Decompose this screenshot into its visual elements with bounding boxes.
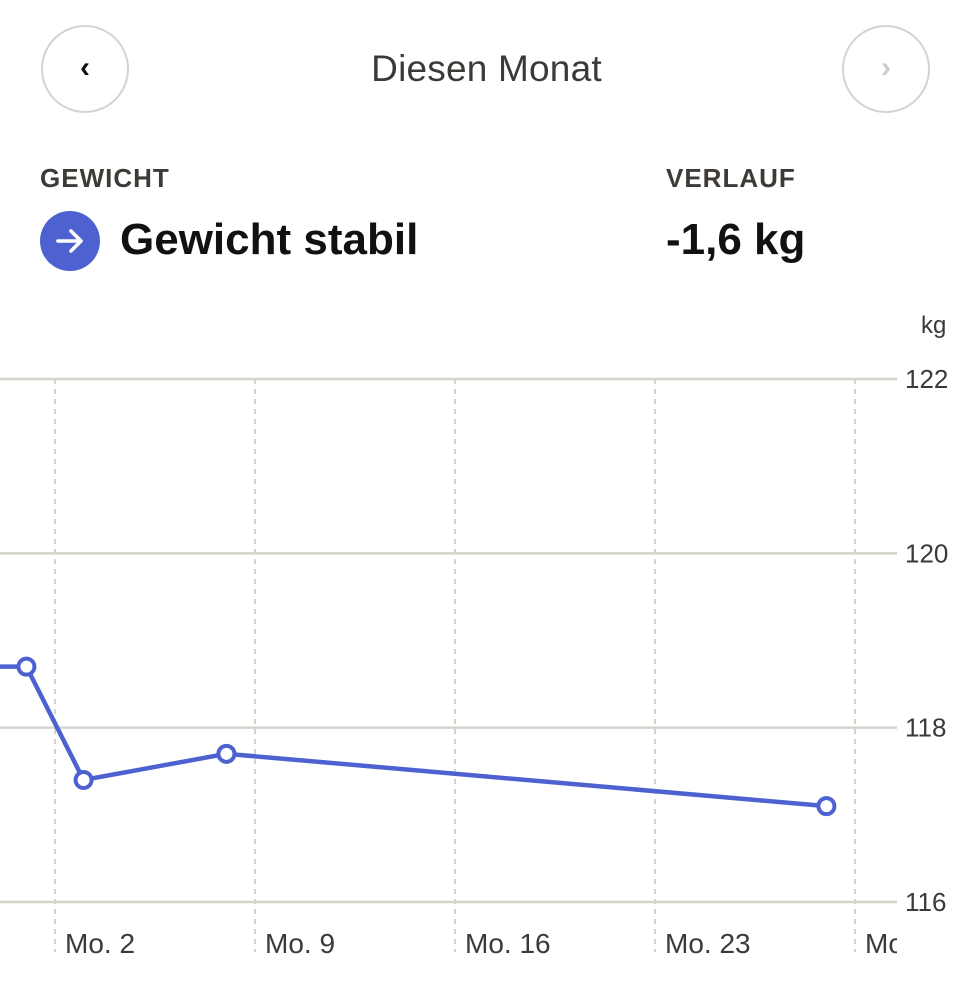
y-tick-label-0: 122 <box>905 364 948 394</box>
period-title: Diesen Monat <box>371 48 602 89</box>
chevron-right-icon: › <box>881 50 891 84</box>
y-tick-label-1: 120 <box>905 538 948 568</box>
x-tick-label-0: Mo. 2 <box>65 928 135 959</box>
previous-period-button[interactable]: ‹ <box>41 25 129 113</box>
y-axis-unit: kg <box>921 312 946 339</box>
trend-label: VERLAUF <box>666 163 796 193</box>
y-tick-label-3: 116 <box>905 887 946 917</box>
x-tick-label-4: Mo. 30 <box>865 928 951 959</box>
next-period-button[interactable]: › <box>842 25 930 113</box>
chevron-left-icon: ‹ <box>80 50 90 84</box>
x-tick-label-3: Mo. 23 <box>665 928 751 959</box>
data-point-1[interactable] <box>16 656 37 677</box>
data-point-2[interactable] <box>73 769 94 790</box>
x-tick-label-1: Mo. 9 <box>265 928 335 959</box>
x-tick-label-2: Mo. 16 <box>465 928 551 959</box>
weight-label: GEWICHT <box>40 163 170 193</box>
series-line-0 <box>0 664 829 809</box>
data-point-4[interactable] <box>816 796 837 817</box>
data-point-3[interactable] <box>216 743 237 764</box>
y-tick-label-2: 118 <box>905 713 946 743</box>
weight-chart[interactable]: kg 122 120 118 116 Mo. 2 Mo. 9 Mo. 16 Mo. 23 Mo. … <box>0 300 973 1000</box>
weight-status: Gewicht stabil <box>120 215 419 264</box>
weight-trend-value: -1,6 kg <box>666 215 806 264</box>
arrow-right-icon <box>40 211 100 271</box>
